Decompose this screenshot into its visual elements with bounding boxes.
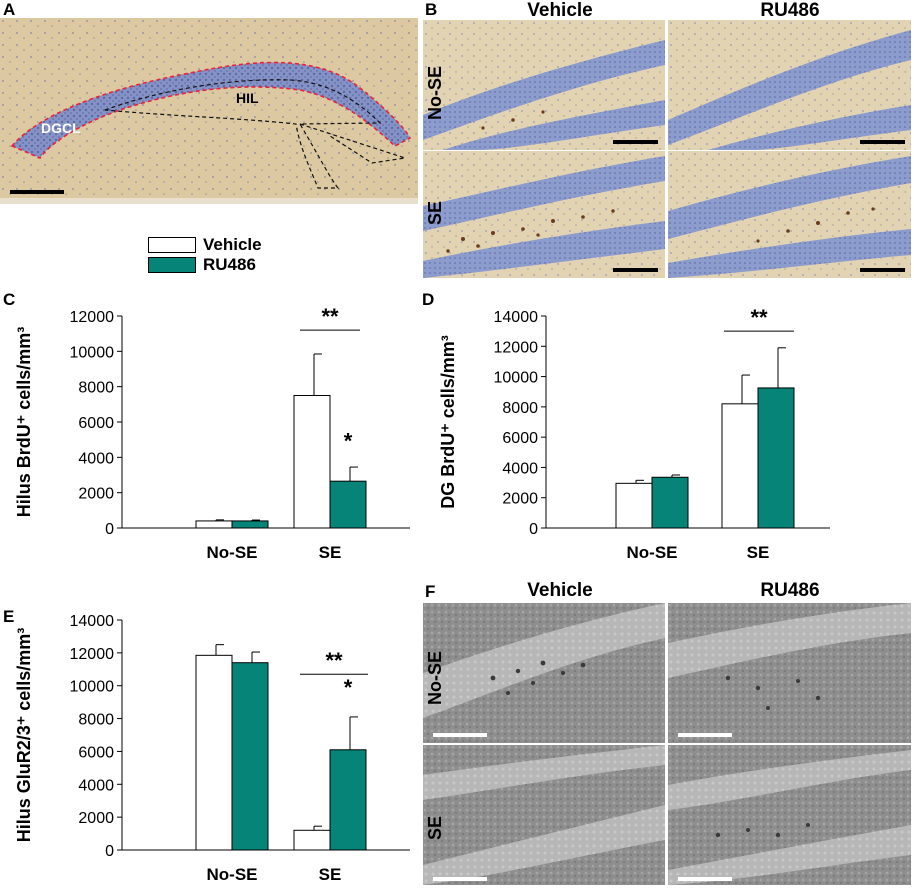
legend-swatch-vehicle [148,237,196,253]
scale-bar-b2 [860,140,905,144]
bar-vehicle-se [293,829,331,851]
significance-star: * [344,675,353,700]
col-head-b-ru486: RU486 [760,0,820,21]
bar-ru486-se [329,480,367,529]
y-tick-label: 2000 [78,486,114,503]
scale-bar-f2 [678,733,732,737]
x-tick-label-no-se: No-SE [627,543,678,562]
micrograph-f-SE-vehicle [423,745,665,885]
col-head-b-vehicle: Vehicle [527,0,593,21]
micrograph-b-noSE-vehicle [423,20,665,150]
panel-label-a: A [3,0,16,19]
y-tick-label: 4000 [78,450,114,467]
scale-bar-b4 [860,268,905,272]
bar-vehicle-no-se [195,520,233,529]
scale-bar-f1 [433,733,487,737]
y-tick-label: 0 [105,843,114,860]
y-tick-label: 0 [529,521,538,538]
micrograph-f-noSE-vehicle [423,603,665,743]
bar-ru486-se [757,387,795,529]
panel-label-f: F [425,582,436,601]
micrograph-b-SE-vehicle [423,151,665,278]
row-label-b-noSE: No-SE [425,66,445,120]
bar-vehicle-se [293,395,331,529]
panel-label-d: D [422,290,435,309]
y-tick-label: 12000 [70,309,115,326]
significance-stars: ** [750,305,768,330]
y-tick-label: 8000 [78,380,114,397]
row-label-f-SE: SE [425,815,445,840]
row-label-f-noSE: No-SE [425,651,445,705]
label-dgcl: DGCL [41,120,81,136]
bar-ru486-se [329,749,367,851]
bar-vehicle-se [721,403,759,529]
y-axis-label: Hilus BrdU⁺ cells/mm³ [14,327,34,518]
y-axis-label: Hilus GluR2/3⁺ cells/mm³ [14,628,34,843]
significance-stars: ** [321,304,339,329]
y-tick-label: 2000 [78,810,114,827]
panel-a-micrograph [0,18,418,204]
micrograph-f-noSE-ru486 [668,603,911,743]
y-tick-label: 12000 [494,339,539,356]
legend-label-vehicle: Vehicle [203,235,262,254]
panel-label-b: B [425,0,438,19]
y-tick-label: 8000 [78,712,114,729]
micrograph-b-noSE-ru486 [668,20,911,150]
legend-swatch-ru486 [148,257,196,273]
y-tick-label: 8000 [502,400,538,417]
y-tick-label: 6000 [78,744,114,761]
label-hil: HIL [236,90,259,106]
y-tick-label: 6000 [78,415,114,432]
significance-stars: ** [325,648,343,673]
micrograph-f-SE-ru486 [668,745,911,885]
x-tick-label-no-se: No-SE [207,865,258,884]
significance-star: * [344,428,353,453]
y-tick-label: 4000 [502,460,538,477]
y-tick-label: 0 [105,521,114,538]
y-tick-label: 10000 [494,370,539,387]
x-tick-label-se: SE [319,865,342,884]
chart-c: 0 2000 4000 6000 8000 10000 12000 Hilus BrdU⁺ c… [14,304,410,562]
x-tick-label-no-se: No-SE [207,543,258,562]
chart-d: 0 2000 4000 6000 8000 10000 12000 14000 DG BrdU⁺… [438,305,830,562]
panel-label-e: E [3,607,15,626]
x-tick-label-se: SE [747,543,770,562]
micrograph-b-SE-ru486 [668,151,911,278]
col-head-f-vehicle: Vehicle [527,580,593,601]
col-head-f-ru486: RU486 [760,580,820,601]
scale-bar-a [10,190,64,194]
bar-ru486-no-se [231,520,269,529]
legend-label-ru486: RU486 [203,255,256,274]
y-tick-label: 2000 [502,491,538,508]
y-tick-label: 6000 [502,430,538,447]
bar-ru486-no-se [651,476,689,529]
y-tick-label: 14000 [70,613,115,630]
y-tick-label: 4000 [78,777,114,794]
chart-e: 0 2000 4000 6000 8000 10000 12000 14000 Hilus Gl… [14,613,410,884]
scale-bar-b3 [613,268,658,272]
y-axis-label: DG BrdU⁺ cells/mm³ [438,335,458,509]
row-label-b-SE: SE [425,200,445,225]
scale-bar-b1 [613,140,658,144]
bar-ru486-no-se [231,662,269,851]
panel-label-c: C [3,290,16,309]
y-tick-label: 14000 [494,309,539,326]
y-tick-label: 12000 [70,646,115,663]
bar-vehicle-no-se [195,654,233,851]
scale-bar-f3 [433,877,487,881]
x-tick-label-se: SE [319,543,342,562]
bar-vehicle-no-se [615,482,653,529]
y-tick-label: 10000 [70,679,115,696]
scale-bar-f4 [678,877,732,881]
y-tick-label: 10000 [70,344,115,361]
